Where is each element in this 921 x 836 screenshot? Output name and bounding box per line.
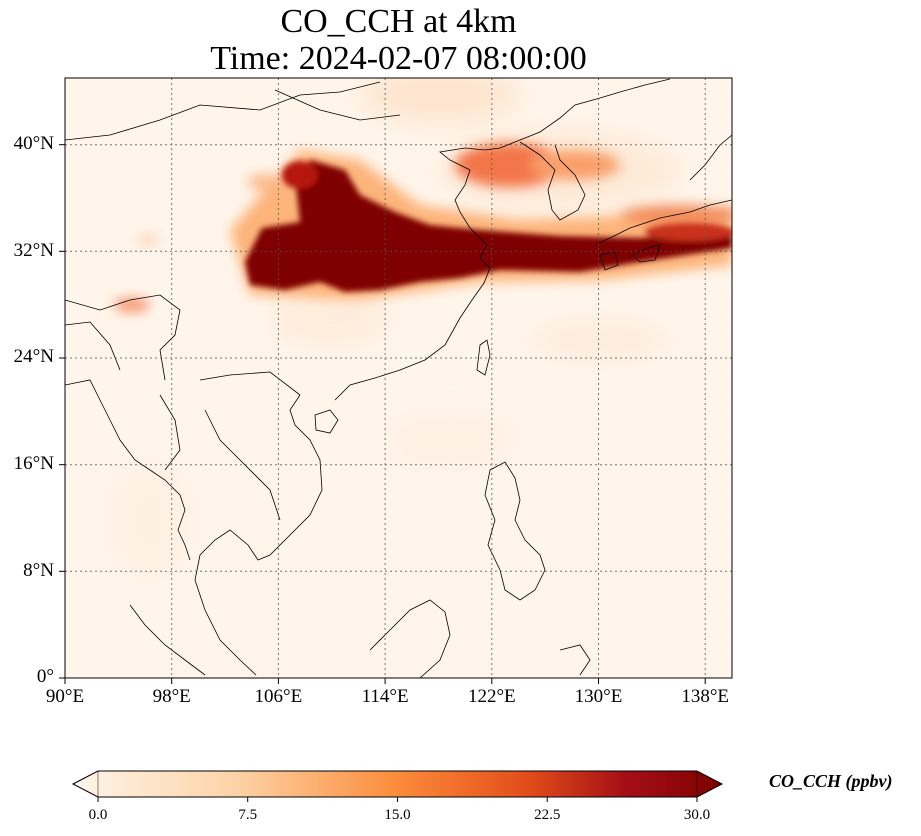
lat-tick-label: 8°N: [23, 560, 54, 581]
colorbar-tick-label: 30.0: [683, 807, 711, 823]
colorbar-tick-label: 22.5: [534, 807, 561, 823]
colorbar-gradient: [71, 770, 724, 798]
colorbar-tick-label: 0.0: [88, 807, 108, 823]
lat-tick-label: 40°N: [13, 133, 54, 154]
coastlines: [65, 78, 732, 678]
lon-tick-label: 114°E: [361, 686, 409, 707]
lon-tick-label: 106°E: [254, 686, 303, 707]
colorbar-label: CO_CCH (ppbv): [769, 771, 893, 791]
colorbar: [71, 770, 724, 802]
colorbar-tick-label: 15.0: [384, 807, 411, 823]
tick-marks: [59, 144, 706, 684]
colorbar-tick-label: 7.5: [238, 807, 258, 823]
lat-tick-label: 24°N: [13, 346, 54, 367]
lon-tick-label: 90°E: [45, 686, 85, 707]
lat-tick-label: 0°: [36, 666, 54, 687]
lat-tick-label: 16°N: [13, 453, 54, 474]
map-subtitle-time: Time: 2024-02-07 08:00:00: [210, 40, 587, 77]
lat-tick-label: 32°N: [13, 240, 54, 261]
lon-tick-label: 122°E: [467, 686, 516, 707]
map-frame: [64, 77, 733, 679]
gridlines: [65, 78, 732, 678]
lon-tick-label: 130°E: [574, 686, 623, 707]
concentration-field: [110, 78, 732, 580]
lon-tick-label: 138°E: [681, 686, 730, 707]
lon-tick-label: 98°E: [152, 686, 191, 707]
map-title: CO_CCH at 4km: [280, 3, 517, 40]
